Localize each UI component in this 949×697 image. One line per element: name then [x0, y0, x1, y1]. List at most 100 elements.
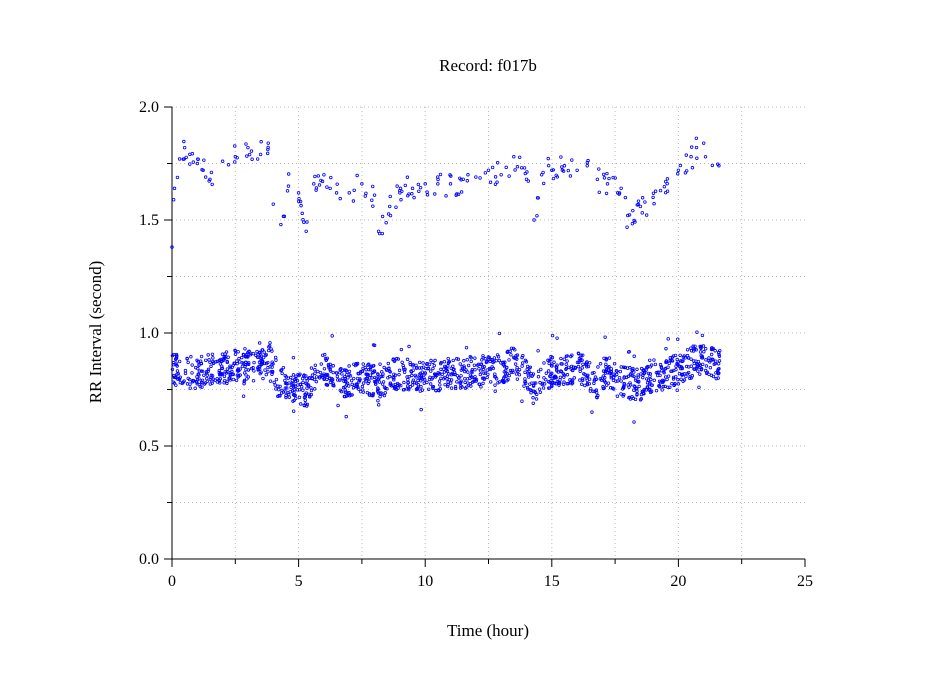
data-point — [431, 384, 436, 389]
data-point — [222, 381, 226, 385]
data-point — [515, 353, 520, 357]
data-point — [717, 359, 722, 363]
data-point — [702, 350, 706, 354]
data-point — [603, 380, 608, 385]
data-point — [488, 180, 493, 184]
data-point — [502, 376, 506, 380]
data-point — [539, 367, 543, 372]
data-point — [272, 380, 276, 385]
data-point — [380, 214, 385, 219]
data-point — [496, 381, 500, 385]
data-point — [427, 362, 432, 367]
data-point — [517, 155, 522, 159]
data-point — [329, 175, 333, 180]
data-point — [632, 354, 636, 358]
data-point — [285, 386, 289, 390]
data-point — [676, 377, 680, 382]
data-point — [568, 174, 573, 178]
data-point — [479, 362, 483, 367]
data-point — [678, 353, 682, 358]
data-point — [662, 369, 666, 374]
data-point — [592, 379, 596, 383]
data-point — [617, 376, 622, 380]
data-point — [285, 189, 290, 193]
data-point — [235, 359, 239, 363]
data-point — [399, 383, 403, 388]
data-point — [601, 384, 605, 389]
data-point — [469, 359, 473, 364]
data-point — [621, 365, 626, 369]
data-point — [377, 380, 382, 384]
data-point — [402, 367, 406, 372]
data-point — [665, 189, 670, 193]
data-point — [219, 357, 223, 362]
data-point — [338, 196, 342, 201]
data-point — [707, 372, 711, 377]
data-point — [586, 364, 591, 369]
data-point — [536, 349, 540, 353]
data-point — [276, 394, 280, 399]
data-point — [459, 379, 463, 383]
data-point — [190, 380, 195, 384]
data-point — [580, 358, 584, 362]
data-point — [376, 386, 380, 390]
data-point — [304, 381, 308, 386]
data-point — [297, 395, 302, 400]
data-point — [523, 380, 527, 384]
data-point — [569, 354, 573, 359]
data-point — [469, 384, 473, 388]
data-point — [619, 392, 623, 396]
data-point — [297, 196, 301, 201]
data-point — [515, 165, 520, 169]
data-point — [368, 368, 373, 372]
data-point — [480, 358, 484, 362]
data-point — [511, 346, 516, 351]
data-point — [200, 385, 204, 389]
data-point — [236, 369, 240, 373]
data-point — [663, 384, 667, 389]
data-point — [224, 350, 229, 354]
data-point — [638, 204, 643, 209]
data-point — [686, 365, 691, 369]
data-point — [393, 358, 397, 363]
data-point — [256, 355, 260, 359]
data-point — [676, 337, 680, 341]
data-point — [295, 378, 300, 383]
data-point — [501, 360, 506, 365]
data-point — [717, 354, 722, 358]
data-point — [291, 373, 296, 377]
data-point — [400, 360, 404, 365]
data-point — [599, 378, 604, 382]
data-point — [373, 375, 377, 380]
data-point — [608, 386, 613, 390]
data-point — [314, 186, 319, 190]
data-point — [693, 367, 697, 371]
data-point — [408, 385, 413, 389]
data-point — [406, 377, 410, 382]
data-point — [649, 383, 654, 387]
data-point — [442, 360, 447, 364]
data-point — [349, 378, 354, 383]
data-point — [359, 389, 363, 394]
data-point — [603, 375, 607, 380]
data-point — [546, 369, 551, 373]
data-point — [301, 380, 305, 385]
data-point — [328, 380, 333, 385]
data-point — [610, 386, 615, 390]
data-point — [199, 361, 203, 365]
data-point — [195, 382, 199, 386]
data-point — [283, 373, 287, 378]
data-point — [632, 420, 636, 424]
data-point — [523, 377, 527, 381]
data-point — [203, 175, 208, 179]
data-point — [584, 376, 588, 380]
data-point — [215, 359, 220, 364]
data-point — [658, 362, 663, 367]
data-point — [673, 381, 677, 386]
data-point — [301, 388, 305, 392]
data-point — [647, 388, 651, 392]
data-point — [533, 390, 537, 394]
data-point — [685, 348, 690, 352]
data-point — [444, 194, 448, 198]
